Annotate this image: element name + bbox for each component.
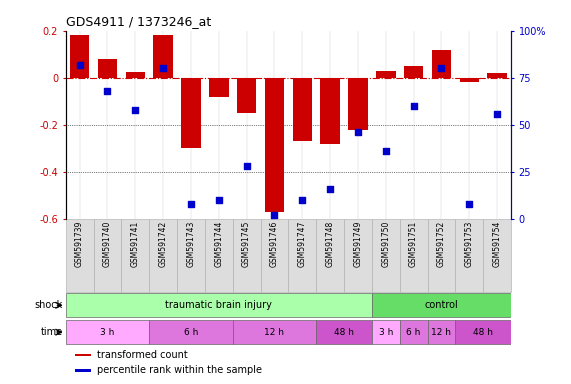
Bar: [348, 78, 368, 129]
Text: 48 h: 48 h: [334, 328, 354, 337]
Text: GSM591744: GSM591744: [214, 221, 223, 267]
Text: GDS4911 / 1373246_at: GDS4911 / 1373246_at: [66, 15, 211, 28]
Bar: [372, 219, 400, 292]
Text: 3 h: 3 h: [100, 328, 115, 337]
Point: [297, 197, 307, 203]
Bar: [66, 293, 372, 317]
Bar: [98, 59, 117, 78]
Text: GSM591753: GSM591753: [465, 221, 474, 267]
Text: traumatic brain injury: traumatic brain injury: [166, 300, 272, 310]
Bar: [372, 293, 511, 317]
Point: [242, 163, 251, 169]
Bar: [400, 320, 428, 344]
Bar: [154, 35, 173, 78]
Point: [437, 65, 446, 71]
Bar: [372, 320, 400, 344]
Text: GSM591739: GSM591739: [75, 221, 84, 267]
Point: [131, 107, 140, 113]
Bar: [428, 320, 456, 344]
Bar: [75, 354, 91, 356]
Text: GSM591750: GSM591750: [381, 221, 391, 267]
Bar: [75, 369, 91, 372]
Bar: [400, 219, 428, 292]
Bar: [233, 320, 316, 344]
Bar: [488, 73, 507, 78]
Point: [465, 201, 474, 207]
Bar: [209, 78, 228, 97]
Bar: [316, 320, 372, 344]
Text: shock: shock: [35, 300, 63, 310]
Bar: [288, 219, 316, 292]
Point: [186, 201, 195, 207]
Bar: [428, 219, 456, 292]
Text: time: time: [41, 327, 63, 337]
Point: [214, 197, 223, 203]
Text: 48 h: 48 h: [473, 328, 493, 337]
Bar: [460, 78, 479, 83]
Text: GSM591747: GSM591747: [297, 221, 307, 267]
Bar: [66, 219, 94, 292]
Text: GSM591746: GSM591746: [270, 221, 279, 267]
Text: GSM591751: GSM591751: [409, 221, 418, 267]
Bar: [316, 219, 344, 292]
Bar: [149, 320, 233, 344]
Text: GSM591749: GSM591749: [353, 221, 363, 267]
Bar: [177, 219, 205, 292]
Bar: [149, 219, 177, 292]
Point: [103, 88, 112, 94]
Bar: [237, 78, 256, 113]
Text: GSM591745: GSM591745: [242, 221, 251, 267]
Point: [493, 111, 502, 117]
Text: transformed count: transformed count: [97, 350, 188, 360]
Text: GSM591743: GSM591743: [186, 221, 195, 267]
Point: [270, 212, 279, 218]
Text: percentile rank within the sample: percentile rank within the sample: [97, 366, 262, 376]
Point: [325, 186, 335, 192]
Bar: [233, 219, 260, 292]
Bar: [292, 78, 312, 141]
Text: GSM591754: GSM591754: [493, 221, 502, 267]
Bar: [432, 50, 451, 78]
Bar: [320, 78, 340, 144]
Text: GSM591741: GSM591741: [131, 221, 140, 267]
Point: [381, 148, 391, 154]
Bar: [456, 320, 511, 344]
Bar: [70, 35, 89, 78]
Text: 6 h: 6 h: [407, 328, 421, 337]
Bar: [483, 219, 511, 292]
Bar: [181, 78, 200, 148]
Point: [75, 61, 84, 68]
Text: 12 h: 12 h: [432, 328, 452, 337]
Text: GSM591748: GSM591748: [325, 221, 335, 267]
Bar: [205, 219, 233, 292]
Bar: [265, 78, 284, 212]
Point: [159, 65, 168, 71]
Bar: [344, 219, 372, 292]
Text: 3 h: 3 h: [379, 328, 393, 337]
Bar: [66, 320, 149, 344]
Bar: [260, 219, 288, 292]
Text: GSM591740: GSM591740: [103, 221, 112, 267]
Bar: [376, 71, 396, 78]
Bar: [122, 219, 149, 292]
Bar: [94, 219, 122, 292]
Bar: [126, 72, 145, 78]
Text: 12 h: 12 h: [264, 328, 284, 337]
Bar: [404, 66, 423, 78]
Point: [409, 103, 418, 109]
Point: [353, 129, 363, 136]
Text: GSM591752: GSM591752: [437, 221, 446, 267]
Text: GSM591742: GSM591742: [159, 221, 168, 267]
Text: control: control: [425, 300, 459, 310]
Text: 6 h: 6 h: [184, 328, 198, 337]
Bar: [456, 219, 483, 292]
